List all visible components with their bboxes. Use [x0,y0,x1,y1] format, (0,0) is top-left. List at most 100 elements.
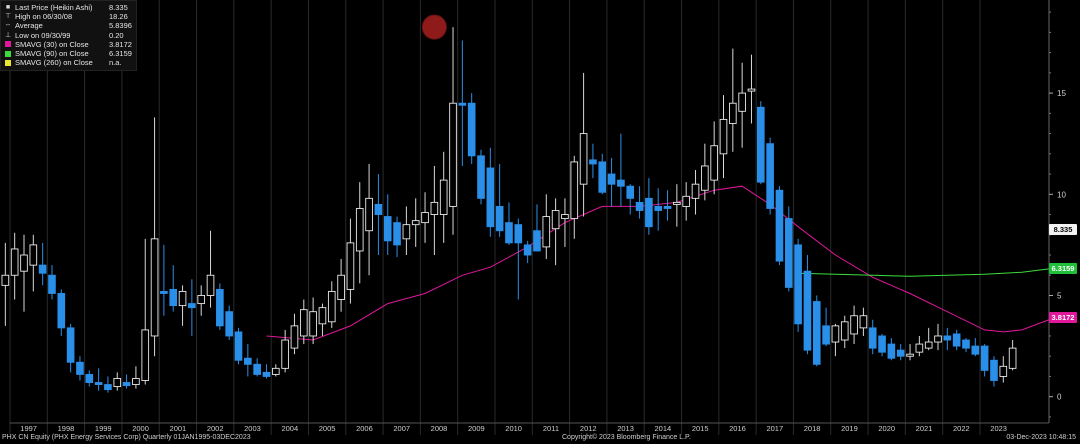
candle [365,197,373,232]
x-tick-label: 2011 [543,424,559,433]
candle [57,293,66,329]
candle [617,179,625,187]
legend-swatch-sma90 [5,50,11,57]
candle [654,205,663,211]
y-tick-label: 5 [1057,291,1062,300]
x-tick-label: 2019 [841,424,858,433]
candle [439,179,448,215]
legend-label: Last Price (Heikin Ashi) [15,3,93,12]
footer-security-description: PHX CN Equity (PHX Energy Services Corp)… [2,434,251,441]
candle [701,165,709,191]
x-tick-label: 1997 [20,424,37,433]
candle [645,197,653,228]
candle [719,118,728,155]
x-tick-label: 2015 [692,424,709,433]
candle [197,295,206,305]
candle [561,214,569,220]
candle [822,325,830,345]
x-tick-label: 2004 [281,424,298,433]
x-tick-label: 2013 [617,424,634,433]
candle [812,301,821,365]
highlight-marker [421,14,447,40]
candle [76,361,84,375]
candle [607,173,616,185]
candle [346,242,355,290]
candle [355,208,364,252]
x-tick-label: 2018 [804,424,821,433]
sma90-tag: 6.3159 [1049,263,1077,274]
candle [1008,347,1017,369]
candle [533,230,541,252]
candle [794,244,802,325]
legend-value: 8.335 [109,3,128,12]
candle [290,325,299,349]
x-tick-label: 2005 [319,424,336,433]
legend-item-high: ⊤ High on 06/30/08 18.26 [5,12,132,21]
candle [943,335,952,341]
y-tick-label: 10 [1057,190,1066,199]
candle [299,309,308,337]
candle [374,203,383,215]
candles [1,27,1017,393]
candle [673,201,681,205]
candle [999,365,1008,377]
candle [924,341,933,349]
candle [775,189,784,262]
candle [738,92,746,112]
sma30-tag: 3.8172 [1049,312,1077,323]
y-tick-label: 0 [1057,393,1062,402]
candle [915,343,924,353]
candle [216,288,224,327]
footer-timestamp: 03-Dec-2023 10:48:15 [1006,434,1076,441]
candle [281,339,289,369]
candle [495,205,504,232]
candle [962,339,970,349]
candle [160,290,168,294]
legend-value: 5.8396 [109,21,132,31]
candle [94,382,103,385]
x-tick-label: 2021 [916,424,933,433]
candle [113,378,122,388]
candle [449,102,457,207]
candle [122,382,131,387]
candle [868,327,877,349]
candle [393,222,401,246]
legend-label: SMAVG (30) on Close [15,39,89,49]
candle [467,102,476,157]
x-tick-label: 2022 [953,424,970,433]
candle [980,345,989,371]
candle [29,244,38,266]
x-tick-label: 2006 [356,424,373,433]
candle [402,224,411,240]
candle [85,373,94,383]
x-tick-label: 2012 [580,424,597,433]
candle [505,222,513,244]
candle [887,343,896,359]
candle [430,201,439,215]
candle [766,143,774,209]
x-tick-label: 1998 [58,424,75,433]
candle [244,357,252,365]
x-tick-label: 2001 [170,424,187,433]
candle [178,290,187,307]
legend-value: 3.8172 [109,39,132,49]
last-price-tag: 8.335 [1049,224,1077,235]
x-tick-label: 2020 [878,424,895,433]
candle [141,329,150,381]
candle [318,307,327,325]
y-tick-label: 15 [1057,89,1066,98]
candle [66,327,75,363]
candle [234,331,243,361]
candle [747,88,756,92]
candle [570,161,579,220]
candle [272,367,280,375]
x-tick-label: 2009 [468,424,485,433]
candle [906,353,914,357]
candle [803,270,812,351]
legend-glyph: ⊥ [5,31,12,39]
x-tick-label: 2002 [207,424,224,433]
legend-label: SMAVG (260) on Close [15,58,93,68]
high-marker [421,14,447,40]
candle [383,216,392,242]
